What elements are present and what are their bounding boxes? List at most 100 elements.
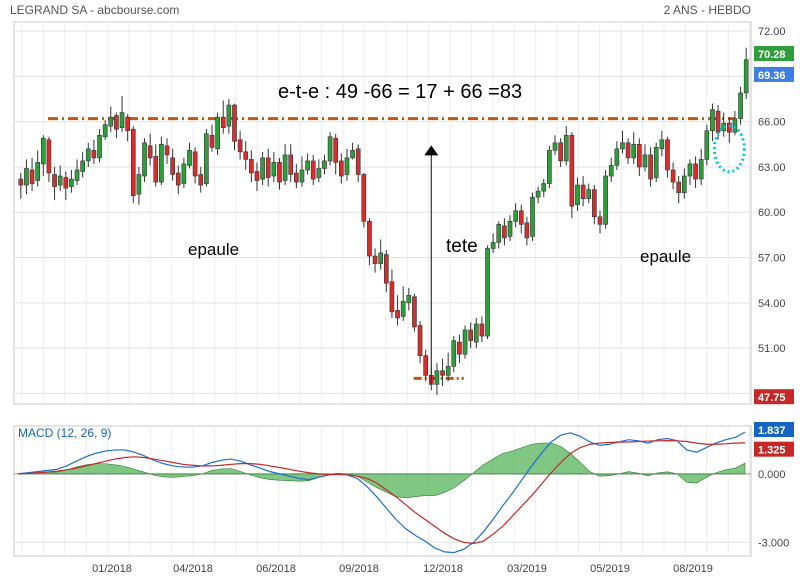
candle-body xyxy=(490,242,496,249)
candle xyxy=(479,316,485,343)
candle-body xyxy=(682,175,687,193)
candle-body xyxy=(322,160,327,169)
candle xyxy=(586,183,592,204)
candle xyxy=(535,186,541,204)
candle-body xyxy=(237,139,243,153)
candle xyxy=(406,287,412,311)
macd-histogram xyxy=(17,442,746,499)
candle-body xyxy=(254,171,260,181)
candle xyxy=(423,349,428,382)
candle-body xyxy=(569,134,575,207)
price-panel-frame xyxy=(13,21,752,405)
candle-body xyxy=(260,157,265,180)
candle-body xyxy=(85,148,91,162)
candle-body xyxy=(102,124,108,138)
candle-body xyxy=(35,162,41,181)
candle xyxy=(738,86,743,125)
candle xyxy=(130,126,136,204)
price-y-tick-label: 54.00 xyxy=(758,298,786,310)
candle xyxy=(513,203,518,228)
candle-body xyxy=(457,341,462,355)
candle xyxy=(389,269,395,318)
candle xyxy=(445,352,451,382)
macd-layer xyxy=(17,431,746,554)
candle xyxy=(24,159,29,195)
candle-body xyxy=(417,325,423,356)
candle-body xyxy=(608,165,614,177)
macd-badge: 1.837 xyxy=(754,421,794,437)
candle-body xyxy=(181,163,187,184)
candle-body xyxy=(249,159,254,174)
candle xyxy=(400,286,406,321)
candle-body xyxy=(693,163,698,180)
candle xyxy=(496,221,502,249)
candle xyxy=(299,156,305,187)
candle xyxy=(265,148,271,187)
candle-body xyxy=(80,160,85,172)
candle xyxy=(209,124,215,152)
candle-body xyxy=(209,134,215,148)
macd-badge: 1.325 xyxy=(754,441,794,457)
candle xyxy=(277,157,282,190)
candle-body xyxy=(52,174,57,187)
candle xyxy=(350,142,355,160)
candle xyxy=(412,293,417,332)
candle-body xyxy=(271,162,277,177)
candle xyxy=(502,218,507,246)
candle-body xyxy=(558,142,563,162)
candle-body xyxy=(40,137,46,165)
candle-body xyxy=(676,181,682,193)
candle-body xyxy=(389,281,395,313)
candle-body xyxy=(192,151,198,177)
candle xyxy=(232,103,237,151)
candle xyxy=(249,150,254,183)
candle-body xyxy=(541,183,547,192)
candle-body xyxy=(153,156,159,183)
candle-body xyxy=(372,255,378,264)
candle-body xyxy=(333,137,339,163)
candle-body xyxy=(648,154,653,180)
macd-badge-text: 1.837 xyxy=(758,425,786,437)
candle-body xyxy=(24,168,29,186)
x-tick-label: 06/2018 xyxy=(256,563,296,575)
candle-body xyxy=(732,118,738,133)
x-tick-label: 01/2018 xyxy=(92,563,132,575)
candle xyxy=(383,249,389,293)
pattern-annotation: epaule xyxy=(640,247,691,266)
candle-body xyxy=(316,168,322,178)
price-badge: 69.36 xyxy=(754,66,794,82)
candle xyxy=(710,103,715,142)
candle-body xyxy=(74,169,80,181)
candle xyxy=(563,126,569,166)
candle xyxy=(693,156,698,189)
candle-body xyxy=(423,355,428,376)
x-tick-label: 08/2019 xyxy=(673,563,713,575)
candle xyxy=(575,177,580,211)
candle-body xyxy=(327,136,333,162)
candle-body xyxy=(547,150,552,184)
candle-body xyxy=(726,122,732,133)
candle xyxy=(63,171,69,201)
macd-title: MACD (12, 26, 9) xyxy=(18,426,111,440)
candle xyxy=(159,136,164,186)
candle-body xyxy=(187,150,192,166)
candle xyxy=(682,168,687,199)
candle xyxy=(226,99,232,134)
candle-body xyxy=(406,294,412,304)
candle-body xyxy=(69,178,74,187)
price-badge-bg xyxy=(754,66,794,82)
candle xyxy=(175,165,181,195)
candle-body xyxy=(243,151,249,160)
candle-body xyxy=(575,184,580,205)
chart-header-right: 2 ANS - HEBDO xyxy=(664,3,751,17)
candle xyxy=(631,132,637,164)
pattern-annotation: tete xyxy=(446,236,478,257)
candle-body xyxy=(715,110,721,133)
candle-body xyxy=(586,189,592,199)
candle xyxy=(485,245,490,340)
candle-body xyxy=(226,104,232,127)
candle xyxy=(378,239,384,270)
candle-body xyxy=(642,154,648,168)
candle xyxy=(271,151,277,183)
